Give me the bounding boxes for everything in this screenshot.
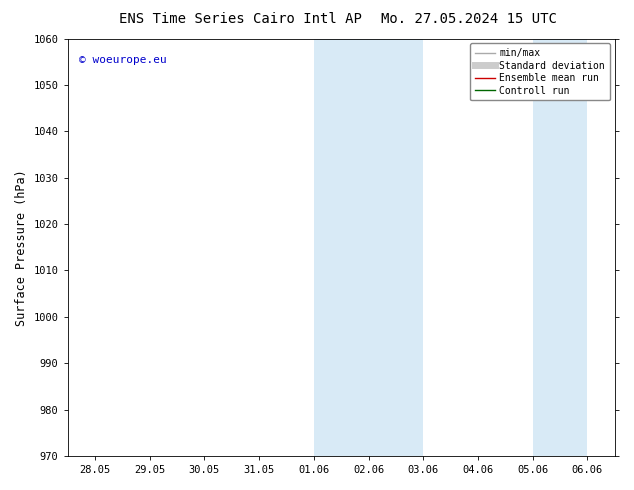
Bar <box>314 39 368 456</box>
Text: ENS Time Series Cairo Intl AP: ENS Time Series Cairo Intl AP <box>119 12 363 26</box>
Legend: min/max, Standard deviation, Ensemble mean run, Controll run: min/max, Standard deviation, Ensemble me… <box>470 44 610 100</box>
Bar <box>368 39 424 456</box>
Text: © woeurope.eu: © woeurope.eu <box>79 55 166 65</box>
Text: Mo. 27.05.2024 15 UTC: Mo. 27.05.2024 15 UTC <box>381 12 557 26</box>
Bar <box>533 39 588 456</box>
Y-axis label: Surface Pressure (hPa): Surface Pressure (hPa) <box>15 169 28 326</box>
